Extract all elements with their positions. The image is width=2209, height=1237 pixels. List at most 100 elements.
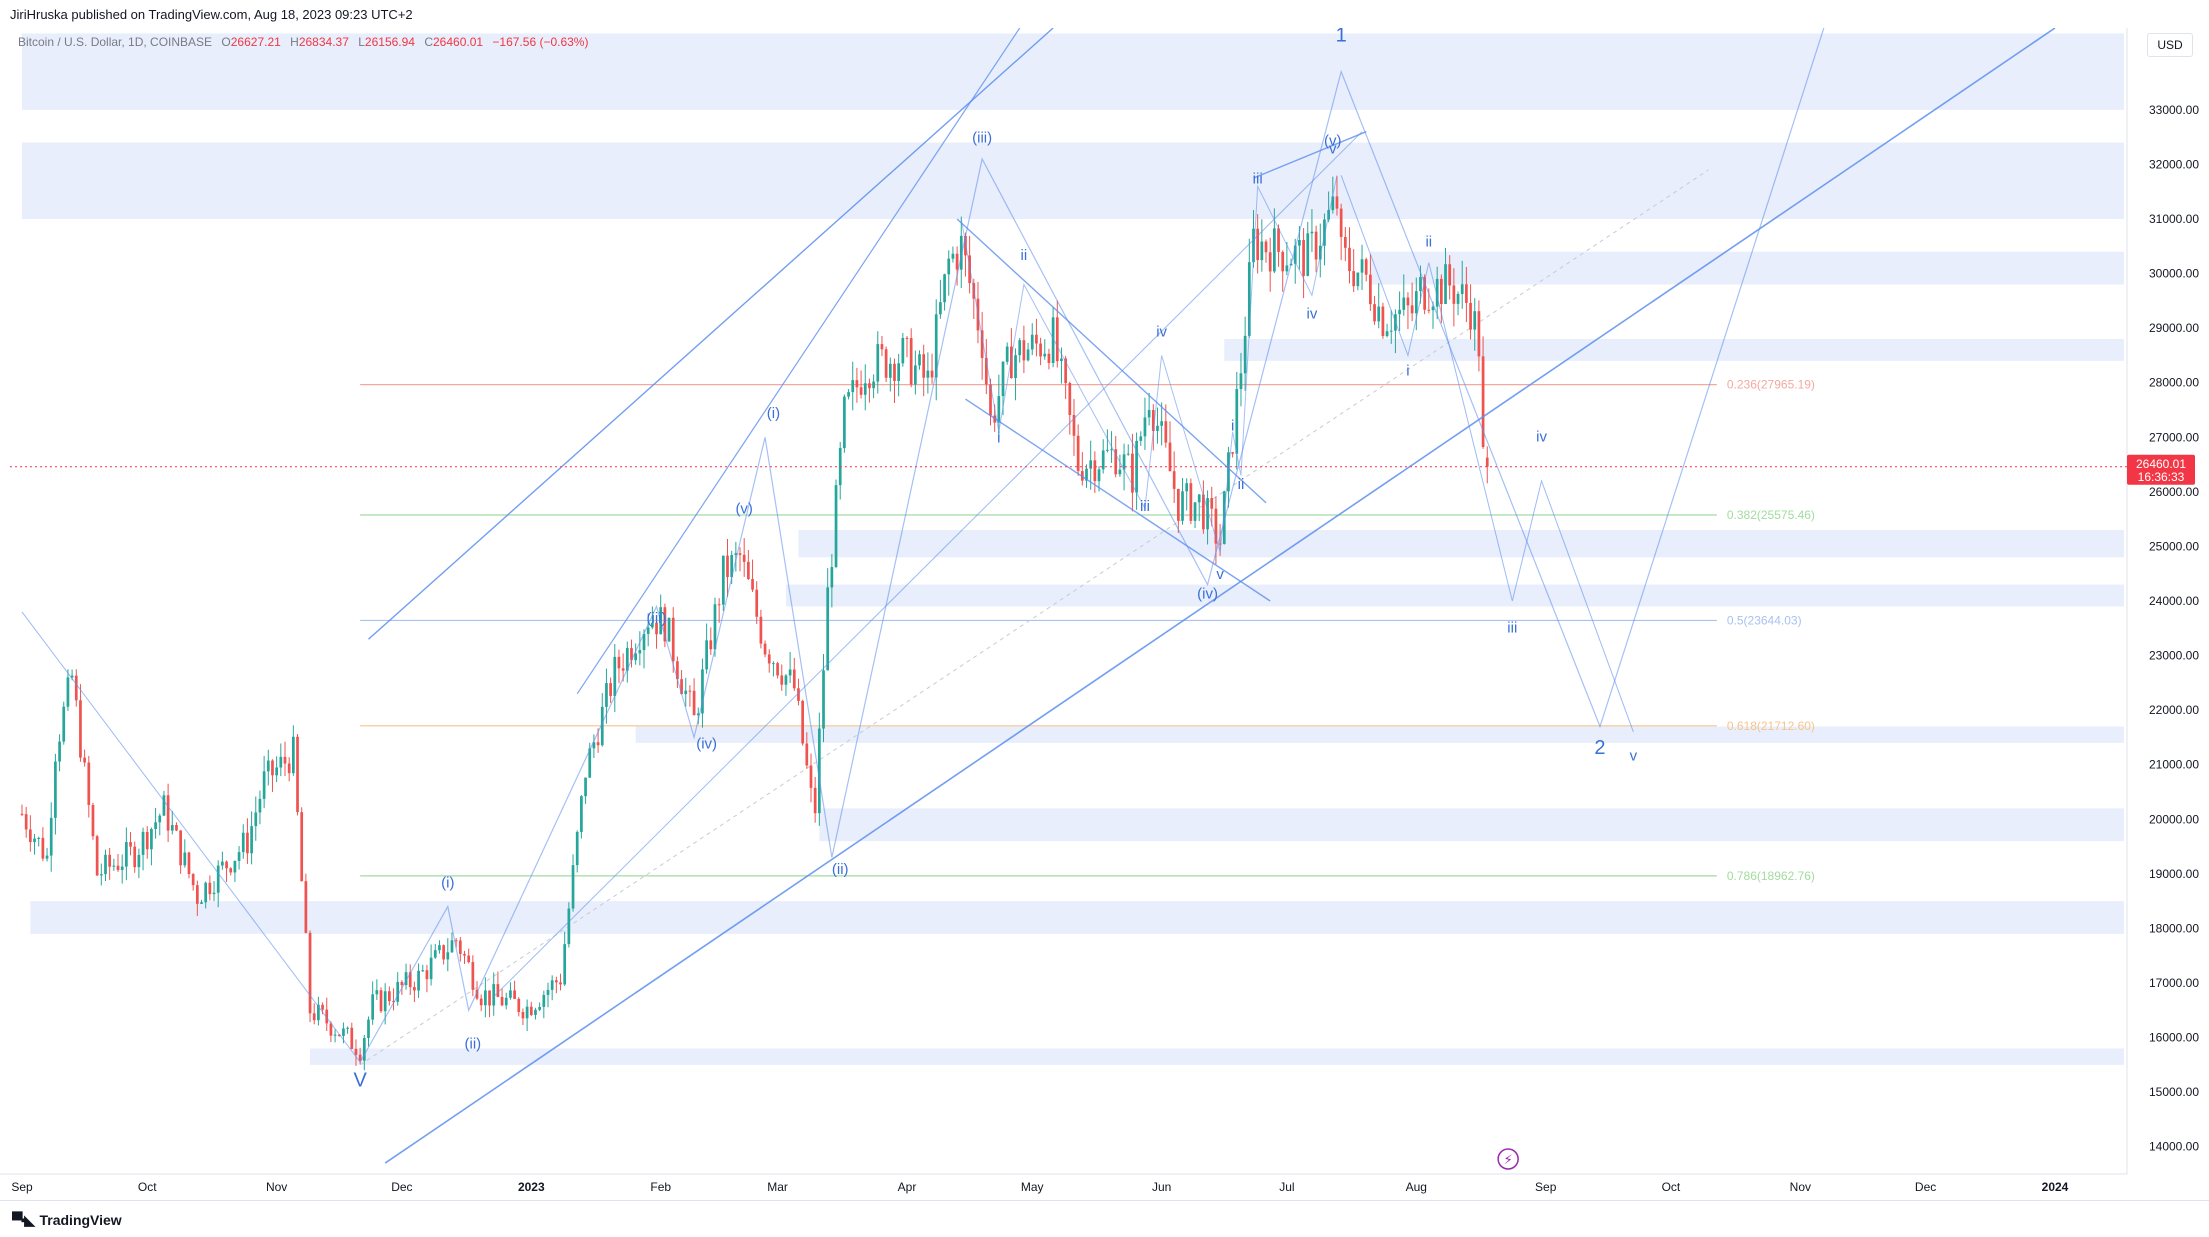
channel-inner-line[interactable] xyxy=(576,28,1021,695)
candle[interactable] xyxy=(1185,478,1189,511)
candle[interactable] xyxy=(1106,429,1109,453)
candle[interactable] xyxy=(1239,352,1243,407)
time-axis[interactable] xyxy=(0,1175,2127,1200)
candle[interactable] xyxy=(221,851,224,870)
candle[interactable] xyxy=(246,818,249,864)
candle[interactable] xyxy=(471,955,475,997)
price-axis[interactable] xyxy=(2127,28,2209,1200)
candle[interactable] xyxy=(1189,478,1193,525)
candle[interactable] xyxy=(1414,277,1418,331)
candle[interactable] xyxy=(1101,439,1105,474)
candle[interactable] xyxy=(392,988,395,1011)
candle[interactable] xyxy=(1231,451,1234,458)
candle[interactable] xyxy=(943,273,946,311)
candle[interactable] xyxy=(1243,316,1247,391)
candle[interactable] xyxy=(354,1039,358,1066)
candle[interactable] xyxy=(1080,452,1084,486)
candle[interactable] xyxy=(1172,451,1176,503)
candle[interactable] xyxy=(826,568,830,671)
candle[interactable] xyxy=(442,944,445,965)
candle[interactable] xyxy=(801,699,804,746)
candle[interactable] xyxy=(433,943,437,959)
candle[interactable] xyxy=(901,332,905,367)
candle[interactable] xyxy=(863,364,867,411)
candle[interactable] xyxy=(563,931,567,986)
candle[interactable] xyxy=(450,932,454,954)
candle[interactable] xyxy=(1047,348,1051,370)
candle[interactable] xyxy=(1135,432,1138,510)
candle[interactable] xyxy=(667,617,671,642)
candle[interactable] xyxy=(776,661,779,679)
candle[interactable] xyxy=(37,836,41,847)
candle[interactable] xyxy=(1444,247,1447,305)
candle[interactable] xyxy=(780,664,784,691)
candle[interactable] xyxy=(475,981,479,1000)
candle[interactable] xyxy=(438,940,441,954)
candle[interactable] xyxy=(1373,295,1376,325)
candle[interactable] xyxy=(429,944,433,986)
candle[interactable] xyxy=(797,678,800,706)
candle[interactable] xyxy=(54,753,57,835)
candle[interactable] xyxy=(646,613,650,647)
projected-wave-path[interactable] xyxy=(1340,175,1634,733)
candle[interactable] xyxy=(521,1008,525,1026)
candle[interactable] xyxy=(834,479,838,569)
tradingview-logo[interactable]: ▀▪◣ TradingView xyxy=(12,1211,122,1229)
candle[interactable] xyxy=(24,806,28,838)
candle[interactable] xyxy=(484,977,487,1018)
candle[interactable] xyxy=(1076,424,1080,476)
candle[interactable] xyxy=(28,815,32,852)
candle[interactable] xyxy=(1377,283,1381,329)
candle[interactable] xyxy=(1431,301,1435,329)
candle[interactable] xyxy=(20,804,24,817)
wedge-top-line[interactable] xyxy=(1253,131,1367,179)
candle[interactable] xyxy=(204,881,208,909)
candle[interactable] xyxy=(1448,255,1452,300)
candle[interactable] xyxy=(1051,306,1055,368)
candle[interactable] xyxy=(751,559,754,592)
candle[interactable] xyxy=(158,813,162,836)
channel-upper-line[interactable] xyxy=(368,28,1054,640)
candle[interactable] xyxy=(1035,318,1038,357)
candle[interactable] xyxy=(488,990,491,1018)
candle[interactable] xyxy=(888,357,892,392)
candle[interactable] xyxy=(721,555,725,611)
candle[interactable] xyxy=(1302,227,1305,299)
candle[interactable] xyxy=(421,964,425,972)
candle[interactable] xyxy=(1435,266,1439,320)
candle[interactable] xyxy=(1072,399,1076,456)
candle[interactable] xyxy=(575,830,579,873)
candle[interactable] xyxy=(893,358,896,403)
candle[interactable] xyxy=(1398,291,1401,332)
candle[interactable] xyxy=(525,999,529,1032)
candle[interactable] xyxy=(304,873,308,934)
candle[interactable] xyxy=(212,881,216,902)
candle[interactable] xyxy=(676,656,679,689)
candle[interactable] xyxy=(49,802,53,872)
candle[interactable] xyxy=(191,873,195,891)
candle[interactable] xyxy=(868,378,871,403)
candle[interactable] xyxy=(120,854,124,884)
candle[interactable] xyxy=(104,849,107,882)
candle[interactable] xyxy=(759,609,763,649)
candle[interactable] xyxy=(1210,486,1214,527)
candle[interactable] xyxy=(375,979,379,1000)
candle[interactable] xyxy=(630,639,633,668)
candle[interactable] xyxy=(396,972,400,1006)
candle[interactable] xyxy=(195,880,199,916)
candle[interactable] xyxy=(922,344,926,397)
event-flash-icon[interactable] xyxy=(1497,1148,1519,1170)
candle[interactable] xyxy=(162,790,166,817)
candle[interactable] xyxy=(1406,292,1410,329)
candle[interactable] xyxy=(74,669,78,707)
channel-lower-line[interactable] xyxy=(384,28,2056,1164)
candle[interactable] xyxy=(584,777,587,804)
candle[interactable] xyxy=(1310,209,1314,253)
candle[interactable] xyxy=(567,902,571,948)
candle[interactable] xyxy=(1010,328,1013,379)
candle[interactable] xyxy=(897,353,901,397)
candle[interactable] xyxy=(625,641,629,683)
candle[interactable] xyxy=(546,982,550,1008)
candle[interactable] xyxy=(254,796,258,841)
candle[interactable] xyxy=(638,631,642,666)
